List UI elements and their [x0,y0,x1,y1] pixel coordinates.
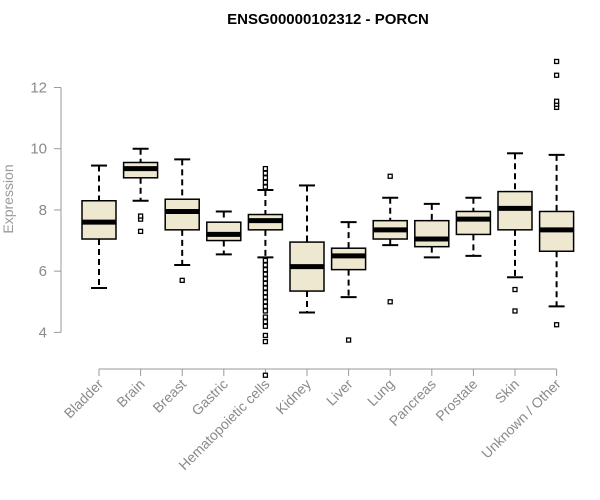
outlier-point [262,338,269,345]
outlier-point [262,257,269,264]
outlier-point [512,308,518,314]
y-axis: 4 6 8 10 12 [30,79,62,341]
outlier-point [262,308,269,314]
y-tick-label: 8 [39,202,47,219]
box-brain [122,147,159,235]
outlier-point [512,286,518,293]
outlier-point [262,323,269,329]
outlier-point [553,72,560,78]
outlier-point [262,266,269,273]
x-tick-label: Brain [113,376,147,410]
outlier-point [262,299,269,305]
outlier-point [262,303,269,310]
outlier-point [387,173,393,179]
x-tick-label: Bladder [61,376,107,422]
iqr-box [206,221,242,242]
outlier-point [137,213,144,219]
box-unknown-other [538,58,575,328]
outlier-point [387,299,393,305]
box-hematopoietic-cells [247,165,284,378]
box-breast [164,158,200,283]
x-tick-label: Breast [149,376,189,416]
outlier-point [262,184,269,190]
outlier-point [262,165,269,172]
outlier-point [137,228,144,235]
outlier-point [179,277,185,283]
y-axis-label: Expression [0,164,16,233]
box-lung [372,173,408,305]
chart-title: ENSG00000102312 - PORCN [227,11,429,28]
outlier-point [262,262,269,268]
outlier-point [345,337,352,343]
outlier-point [262,276,269,282]
iqr-box [455,210,492,236]
box-prostate [455,196,492,257]
outlier-point [262,280,269,287]
box-series [81,58,575,378]
x-tick-label: Kidney [273,376,315,418]
outlier-point [262,319,269,325]
outlier-point [262,170,269,176]
box-pancreas [414,202,450,259]
box-bladder [81,164,117,289]
outlier-point [553,322,560,328]
iqr-box [330,247,367,271]
x-tick-label: Prostate [432,376,480,424]
box-skin [497,152,533,314]
box-gastric [206,210,242,256]
outlier-point [262,372,269,378]
y-tick-label: 6 [39,263,47,280]
y-tick-label: 12 [30,79,47,96]
outlier-point [262,175,269,181]
iqr-box [164,198,200,231]
outlier-point [553,98,560,104]
iqr-box [414,219,450,248]
x-tick-label: Liver [323,376,356,409]
y-tick-label: 4 [39,324,47,341]
outlier-point [262,332,269,339]
outlier-point [262,285,269,291]
outlier-point [262,314,269,320]
box-kidney [289,184,325,314]
outlier-point [262,179,269,186]
x-tick-label: Lung [364,376,397,409]
outlier-point [262,289,269,296]
box-liver [330,221,367,343]
outlier-point [262,271,269,277]
outlier-point [553,58,560,65]
y-tick-label: 10 [30,141,47,158]
outlier-point [262,294,269,300]
x-tick-label: Skin [492,376,523,407]
x-tick-label: Unknown / Other [478,376,564,462]
